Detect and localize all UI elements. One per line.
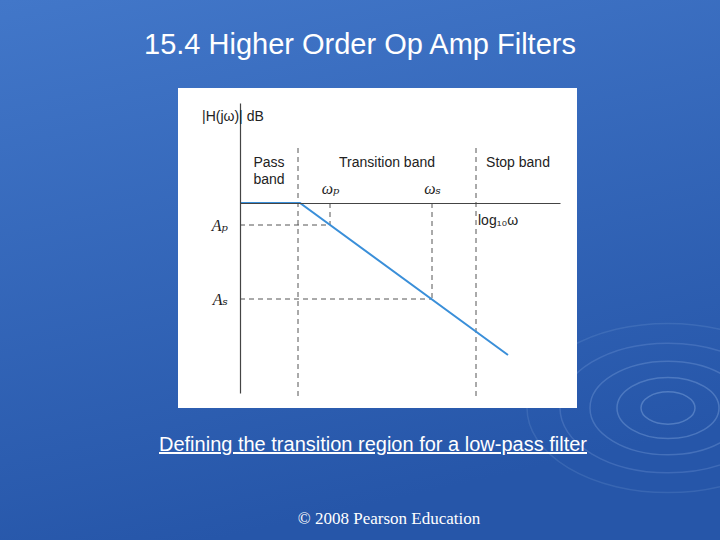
background [0,0,720,540]
annotation: © 2008 Pearson Education [298,509,481,528]
y-tick-label: Aₚ [211,217,229,234]
caption: Defining the transition region for a low… [159,433,587,455]
ripple [617,377,719,438]
bands: Passband Transition band Stop band [253,148,550,400]
band-divider [298,148,299,400]
y-tick: Aₛ [212,291,240,308]
guide-line [432,203,433,299]
guide-line [330,203,331,225]
x-tick-label: ωₛ [424,180,441,197]
ripple [590,361,720,455]
ripple [641,392,695,424]
x-axis: ωₚ ωₛ [241,180,561,204]
x-axis-title: log₁₀ω [478,212,518,228]
response-line [240,203,508,355]
x-tick: ωₚ [322,180,340,203]
title: 15.4 Higher Order Op Amp Filters [144,28,576,60]
guide-line [240,225,330,226]
y-axis-title: |H(jω)| dB [202,108,264,124]
y-axis: Aₚ Aₛ [211,104,241,394]
band-label: Passband [253,154,284,187]
band-label: Transition band [339,154,435,170]
band-divider [476,148,477,400]
slide: 15.4 Higher Order Op Amp Filters Passband… [0,0,720,540]
y-tick-label: Aₛ [212,291,228,308]
chart-panel [178,88,577,408]
y-tick: Aₚ [211,217,240,234]
band-label: Stop band [486,154,550,170]
x-tick-label: ωₚ [322,180,340,197]
guides [240,203,432,299]
x-axis-line [241,203,561,204]
guide-line [240,299,432,300]
x-tick: ωₛ [424,180,441,203]
plot-area [240,203,508,355]
y-axis-line [240,104,241,394]
